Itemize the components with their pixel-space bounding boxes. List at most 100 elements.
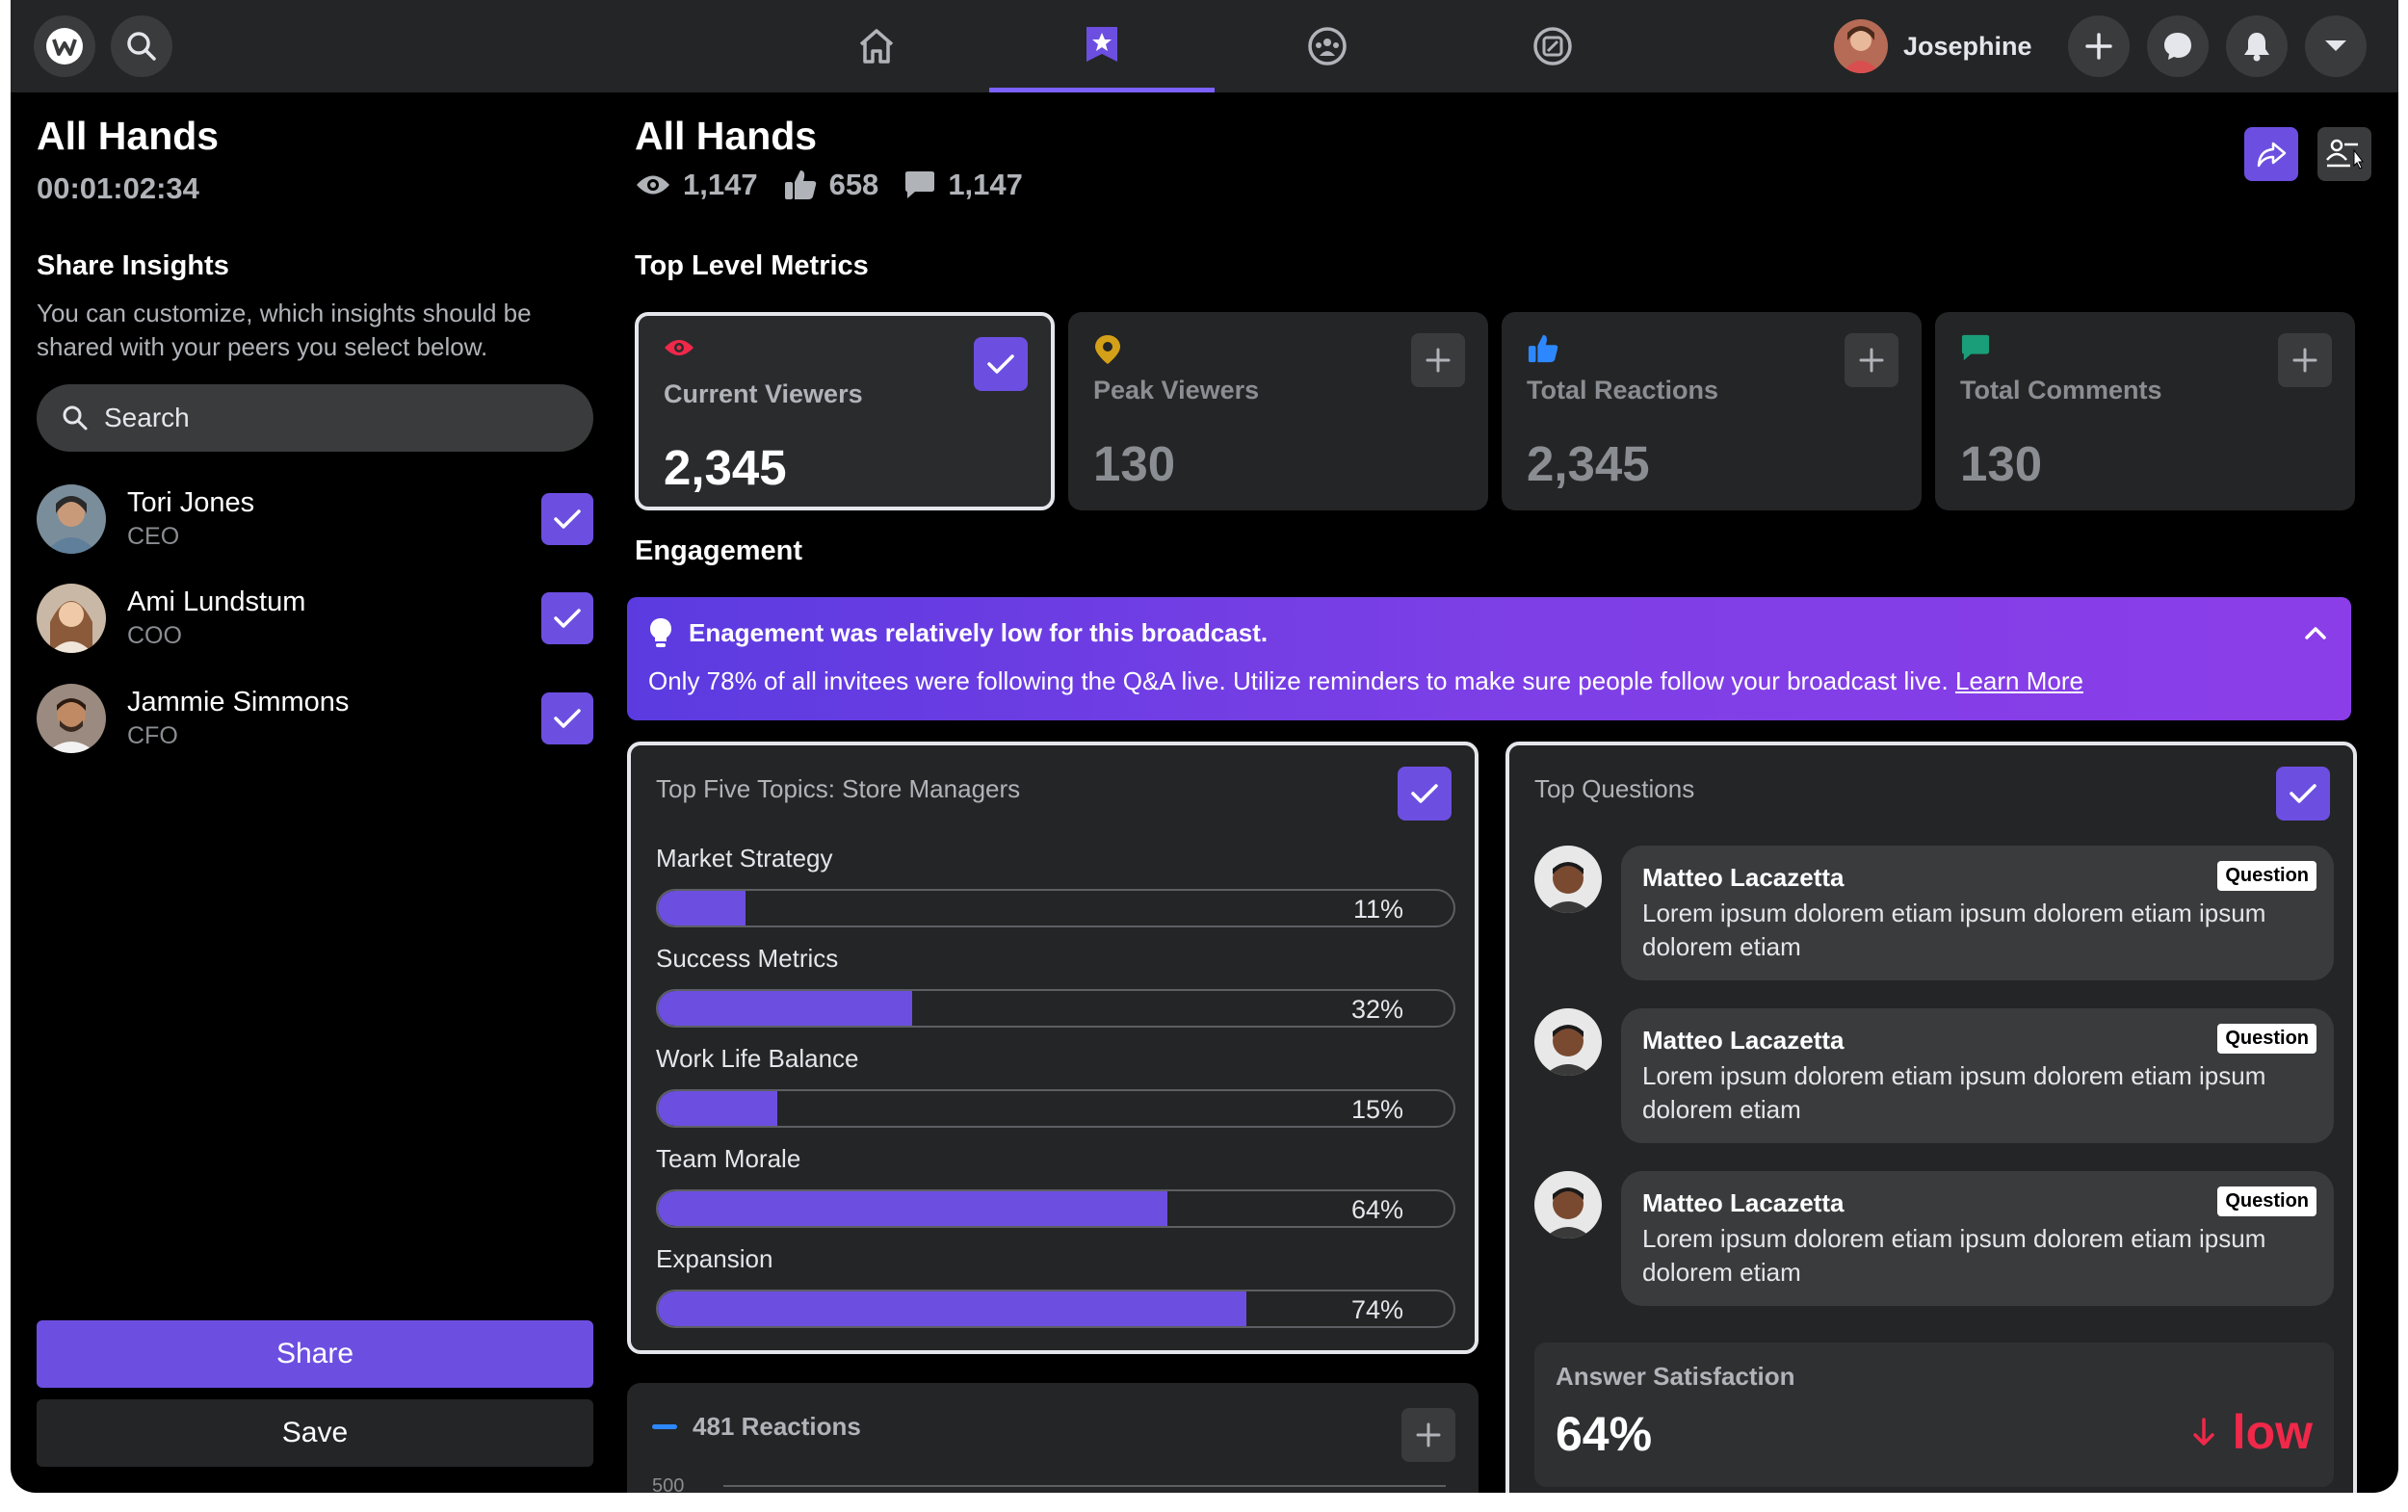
question-bubble: Matteo Lacazetta Lorem ipsum dolorem eti… — [1621, 1008, 2334, 1143]
topic-row: Expansion 74% — [656, 1244, 1455, 1328]
topic-progress-bar: 32% — [656, 989, 1455, 1028]
user-profile-chip[interactable]: Josephine — [1834, 15, 2032, 77]
save-button[interactable]: Save — [37, 1399, 593, 1467]
question-text: Lorem ipsum dolorem etiam ipsum dolorem … — [1642, 1061, 2266, 1124]
add-metric-button[interactable] — [2278, 333, 2332, 387]
chat-icon[interactable] — [2147, 15, 2209, 77]
axis-tick-label: 500 — [652, 1475, 685, 1493]
share-arrow-icon — [2257, 142, 2287, 168]
account-menu-chevron-down-icon[interactable] — [2305, 15, 2367, 77]
forward-share-button[interactable] — [2244, 127, 2298, 181]
question-author: Matteo Lacazetta — [1642, 1188, 1845, 1217]
topic-row: Work Life Balance 15% — [656, 1044, 1455, 1128]
share-insights-description: You can customize, which insights should… — [37, 299, 532, 361]
avatar — [1534, 846, 1602, 913]
peer-checkbox[interactable] — [541, 493, 593, 545]
tab-gaming[interactable] — [1440, 0, 1665, 92]
metric-label: Current Viewers — [664, 379, 863, 408]
legend-swatch — [652, 1424, 677, 1429]
app-window: Josephine All Hands 00:01:02:34 Share In… — [11, 0, 2398, 1493]
manage-peers-button[interactable] — [2317, 127, 2371, 181]
panel-checkbox[interactable] — [2276, 767, 2330, 821]
avatar — [37, 584, 106, 653]
metric-card-current-viewers[interactable]: Current Viewers 2,345 — [635, 312, 1055, 510]
peer-role: CEO — [127, 523, 180, 550]
eye-icon — [637, 175, 669, 195]
peer-checkbox[interactable] — [541, 592, 593, 644]
workplace-logo-icon[interactable] — [34, 15, 95, 77]
top-topics-panel: Top Five Topics: Store Managers Market S… — [627, 742, 1479, 1354]
topic-progress-fill — [658, 1091, 777, 1126]
answer-satisfaction-card: Answer Satisfaction 64% low — [1534, 1343, 2334, 1487]
question-bubble: Matteo Lacazetta Lorem ipsum dolorem eti… — [1621, 846, 2334, 980]
topic-label: Success Metrics — [656, 944, 839, 973]
peer-search[interactable] — [37, 384, 593, 452]
insights-main: All Hands 1,147 658 1,147 Top Level Metr… — [627, 92, 2371, 1493]
topic-percent: 64% — [1350, 1195, 1403, 1224]
peer-name: Tori Jones — [127, 487, 255, 518]
question-item[interactable]: Matteo Lacazetta Lorem ipsum dolorem eti… — [1534, 846, 2334, 980]
search-input[interactable] — [104, 403, 528, 433]
topic-percent: 15% — [1350, 1095, 1403, 1124]
search-icon[interactable] — [111, 15, 172, 77]
topic-label: Market Strategy — [656, 844, 833, 873]
likes-stat: 658 — [783, 168, 878, 202]
question-tag: Question — [2217, 1186, 2316, 1216]
topic-progress-fill — [658, 1291, 1247, 1326]
topic-progress-fill — [658, 1191, 1167, 1226]
notifications-bell-icon[interactable] — [2226, 15, 2288, 77]
topic-row: Team Morale 64% — [656, 1144, 1455, 1228]
metric-checkbox[interactable] — [974, 337, 1028, 391]
topic-percent: 74% — [1350, 1295, 1403, 1324]
tab-broadcasts[interactable] — [989, 0, 1215, 92]
satisfaction-label: Answer Satisfaction — [1556, 1362, 1795, 1391]
reactions-legend: 481 Reactions — [652, 1412, 861, 1442]
views-count: 1,147 — [683, 168, 758, 201]
peer-row[interactable]: Ami Lundstum COO — [37, 584, 593, 653]
home-icon — [859, 29, 894, 64]
satisfaction-trend: low — [2192, 1404, 2313, 1460]
share-button[interactable]: Share — [37, 1320, 593, 1388]
badge-icon — [1086, 26, 1117, 62]
avatar — [37, 484, 106, 554]
tab-home[interactable] — [764, 0, 989, 92]
checkmark-icon — [554, 709, 581, 728]
peer-row[interactable]: Tori Jones CEO — [37, 484, 593, 554]
avatar — [37, 684, 106, 753]
question-item[interactable]: Matteo Lacazetta Lorem ipsum dolorem eti… — [1534, 1008, 2334, 1143]
avatar — [1534, 1171, 1602, 1238]
question-tag: Question — [2217, 1024, 2316, 1054]
topic-row: Success Metrics 32% — [656, 944, 1455, 1028]
avatar — [1834, 19, 1888, 73]
chart-gridline — [723, 1485, 1446, 1487]
topic-percent: 32% — [1350, 995, 1403, 1024]
tab-groups[interactable] — [1215, 0, 1440, 92]
create-icon[interactable] — [2068, 15, 2130, 77]
trend-label: low — [2232, 1405, 2313, 1459]
metric-card-total-comments[interactable]: Total Comments 130 — [1935, 312, 2355, 510]
panel-checkbox[interactable] — [1398, 767, 1452, 821]
panel-title: Top Questions — [1534, 774, 1695, 803]
learn-more-link[interactable]: Learn More — [1954, 666, 2083, 695]
collapse-chevron-up-icon[interactable] — [2305, 626, 2326, 639]
topic-progress-fill — [658, 991, 913, 1026]
question-bubble: Matteo Lacazetta Lorem ipsum dolorem eti… — [1621, 1171, 2334, 1306]
metric-value: 130 — [1960, 436, 2043, 491]
comment-icon — [905, 171, 935, 198]
avatar — [1534, 1008, 1602, 1076]
peer-checkbox[interactable] — [541, 692, 593, 744]
metric-value: 2,345 — [1527, 436, 1650, 491]
comments-count: 1,147 — [948, 168, 1023, 201]
add-panel-button[interactable] — [1401, 1408, 1455, 1462]
question-text: Lorem ipsum dolorem etiam ipsum dolorem … — [1642, 899, 2266, 961]
peer-name: Jammie Simmons — [127, 687, 350, 717]
share-insights-title: Share Insights — [37, 250, 229, 281]
comment-icon — [1961, 334, 1990, 361]
metric-card-total-reactions[interactable]: Total Reactions 2,345 — [1502, 312, 1922, 510]
add-metric-button[interactable] — [1411, 333, 1465, 387]
metric-card-peak-viewers[interactable]: Peak Viewers 130 — [1068, 312, 1488, 510]
plus-icon — [1416, 1422, 1441, 1447]
question-item[interactable]: Matteo Lacazetta Lorem ipsum dolorem eti… — [1534, 1171, 2334, 1306]
add-metric-button[interactable] — [1845, 333, 1898, 387]
peer-row[interactable]: Jammie Simmons CFO — [37, 684, 593, 753]
